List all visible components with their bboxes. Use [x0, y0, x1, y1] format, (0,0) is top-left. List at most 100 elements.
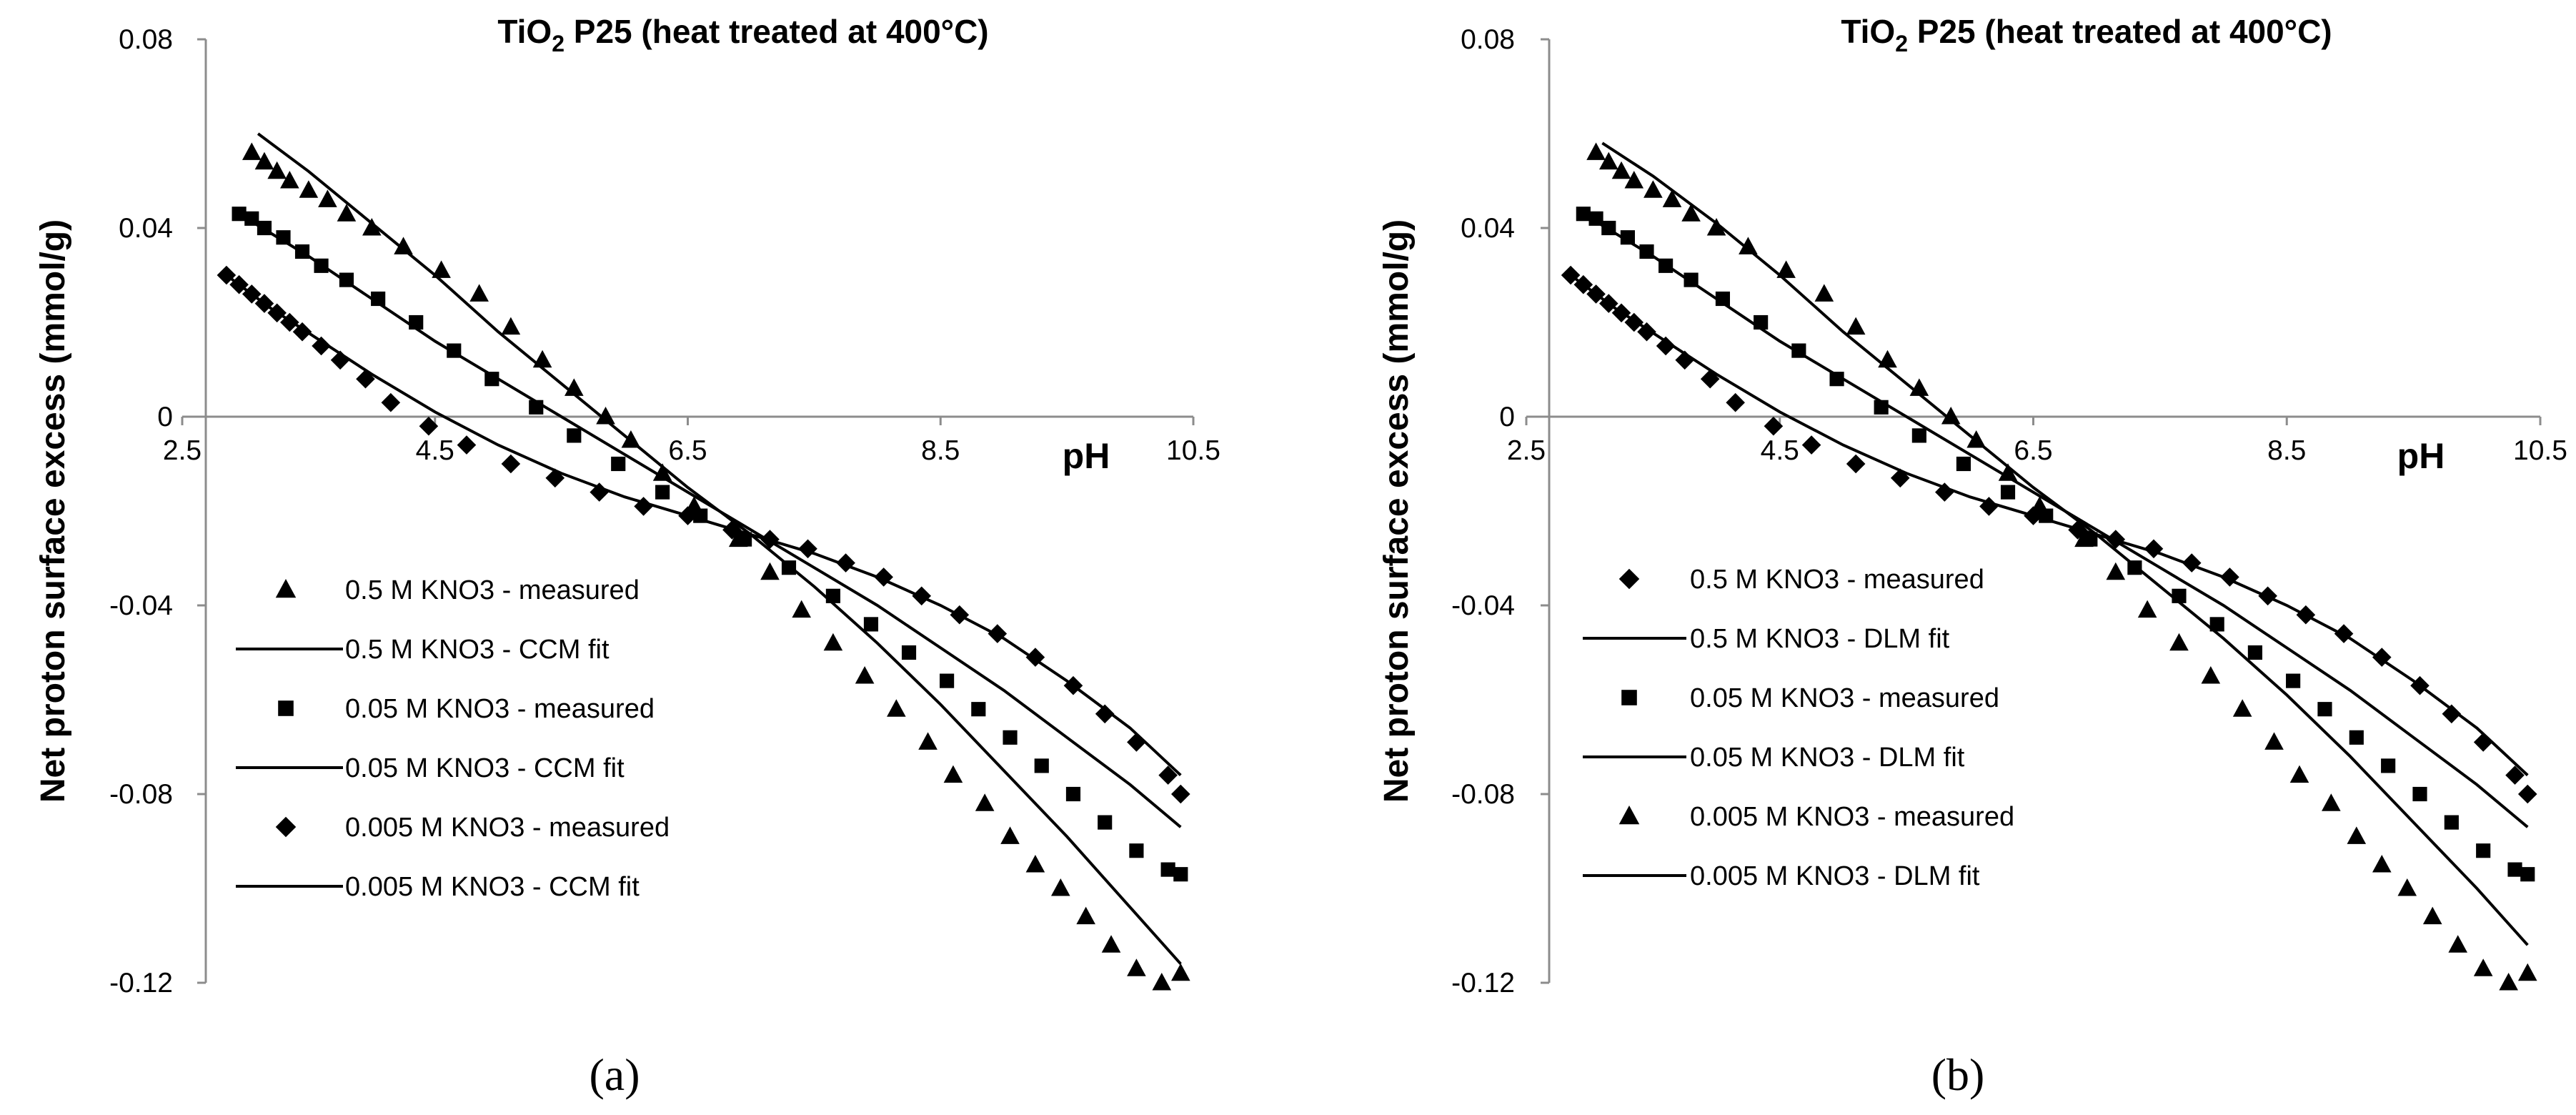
x-tick-label: 4.5	[1761, 435, 1799, 466]
data-point-square	[2381, 758, 2396, 773]
data-point-triangle	[2169, 633, 2189, 651]
data-point-triangle	[1076, 906, 1095, 925]
data-point-diamond	[330, 350, 350, 370]
legend-marker-square	[278, 700, 294, 716]
data-point-triangle	[2517, 963, 2537, 981]
data-point-triangle	[2264, 732, 2284, 750]
data-point-diamond	[988, 624, 1008, 643]
data-point-square	[2172, 588, 2187, 603]
data-point-diamond	[356, 369, 375, 389]
y-axis-label: Net proton surface excess (mmol/g)	[1378, 219, 1416, 803]
data-point-triangle	[337, 204, 357, 222]
data-point-square	[1601, 220, 1616, 236]
data-point-diamond	[2442, 704, 2462, 724]
chart-title: TiO2 P25 (heat treated at 400°C)	[497, 13, 988, 56]
data-point-triangle	[1101, 935, 1121, 953]
legend-marker-diamond	[1618, 568, 1640, 590]
legend-marker-square	[1621, 690, 1637, 705]
data-point-triangle	[1739, 237, 1758, 254]
data-point-diamond	[1764, 416, 1784, 436]
data-point-diamond	[1586, 284, 1606, 304]
data-point-diamond	[874, 568, 893, 587]
data-point-diamond	[2473, 733, 2493, 752]
data-point-triangle	[2289, 765, 2309, 783]
data-point-diamond	[1063, 675, 1083, 695]
data-point-diamond	[501, 454, 521, 474]
data-point-diamond	[1095, 704, 1115, 724]
data-point-diamond	[798, 539, 817, 559]
data-point-diamond	[590, 482, 609, 502]
data-point-square	[294, 244, 310, 259]
data-point-diamond	[312, 336, 331, 356]
data-point-diamond	[2106, 530, 2126, 549]
data-point-diamond	[1700, 369, 1720, 389]
data-point-diamond	[1890, 468, 1910, 488]
data-point-square	[409, 314, 424, 330]
data-point-square	[1874, 400, 1889, 415]
y-tick-label: -0.12	[1451, 968, 1515, 998]
data-point-triangle	[1000, 826, 1020, 844]
data-point-triangle	[2137, 600, 2157, 618]
data-point-diamond	[1675, 350, 1695, 370]
data-point-square	[1576, 207, 1591, 222]
data-point-square	[901, 645, 917, 660]
y-tick-label: 0.04	[119, 213, 173, 244]
y-axis-label: Net proton surface excess (mmol/g)	[34, 219, 72, 803]
data-point-triangle	[394, 237, 413, 254]
data-point-triangle	[1624, 171, 1644, 189]
data-point-triangle	[2397, 878, 2417, 896]
data-point-diamond	[267, 303, 287, 323]
y-tick-label: -0.12	[109, 968, 173, 998]
data-point-triangle	[242, 142, 262, 160]
data-point-triangle	[2372, 855, 2392, 873]
data-point-square	[693, 508, 708, 523]
y-tick-label: -0.04	[109, 590, 173, 621]
fit-line-3	[238, 212, 1182, 828]
data-point-triangle	[2322, 793, 2341, 811]
x-tick-label: 6.5	[2014, 435, 2052, 466]
data-point-diamond	[2068, 520, 2087, 540]
panel-label: (b)	[1931, 1049, 1985, 1100]
data-point-square	[2000, 485, 2016, 500]
data-point-triangle	[1025, 855, 1045, 873]
x-tick-label: 8.5	[921, 435, 960, 466]
data-point-square	[1659, 258, 1674, 273]
data-point-square	[781, 560, 797, 575]
data-point-square	[2127, 560, 2142, 575]
data-point-triangle	[1586, 142, 1606, 160]
data-point-square	[2507, 862, 2522, 877]
y-tick-label: 0	[157, 402, 173, 432]
data-point-square	[232, 207, 247, 222]
data-point-diamond	[1158, 765, 1178, 785]
chart-panel-b: 0.08 0.04 0 -0.04 -0.08 -0.12 2.5 4.5 6.5 8.5 10.5…	[1378, 13, 2567, 1100]
data-point-triangle	[1050, 878, 1070, 896]
legend-label: 0.005 M KNO3 - measured	[1690, 802, 2014, 832]
data-point-diamond	[912, 586, 932, 606]
data-point-triangle	[362, 218, 382, 236]
legend-label: 0.5 M KNO3 - measured	[345, 575, 640, 605]
data-point-triangle	[652, 463, 672, 481]
data-point-diamond	[1656, 336, 1676, 356]
x-tick-label: 2.5	[1507, 435, 1546, 466]
legend-label: 0.5 M KNO3 - DLM fit	[1690, 624, 1950, 654]
legend-marker-triangle	[1618, 806, 1640, 825]
data-point-diamond	[419, 416, 439, 436]
data-point-square	[2520, 867, 2535, 882]
data-point-square	[863, 617, 879, 632]
data-point-triangle	[621, 430, 641, 448]
legend-label: 0.005 M KNO3 - DLM fit	[1690, 861, 1980, 891]
x-axis-label: pH	[2397, 436, 2445, 476]
data-point-square	[1003, 730, 1018, 745]
data-point-triangle	[975, 793, 995, 811]
data-point-triangle	[318, 189, 337, 207]
chart-title-rest: P25 (heat treated at 400°C)	[1908, 13, 2332, 50]
y-tick-label: 0	[1499, 402, 1515, 432]
data-point-diamond	[2220, 568, 2239, 587]
data-point-diamond	[1846, 454, 1866, 474]
data-point-diamond	[2505, 765, 2525, 785]
data-point-triangle	[1171, 963, 1190, 981]
data-point-diamond	[1637, 322, 1656, 342]
x-tick-label: 2.5	[163, 435, 202, 466]
data-point-triangle	[2232, 699, 2252, 717]
